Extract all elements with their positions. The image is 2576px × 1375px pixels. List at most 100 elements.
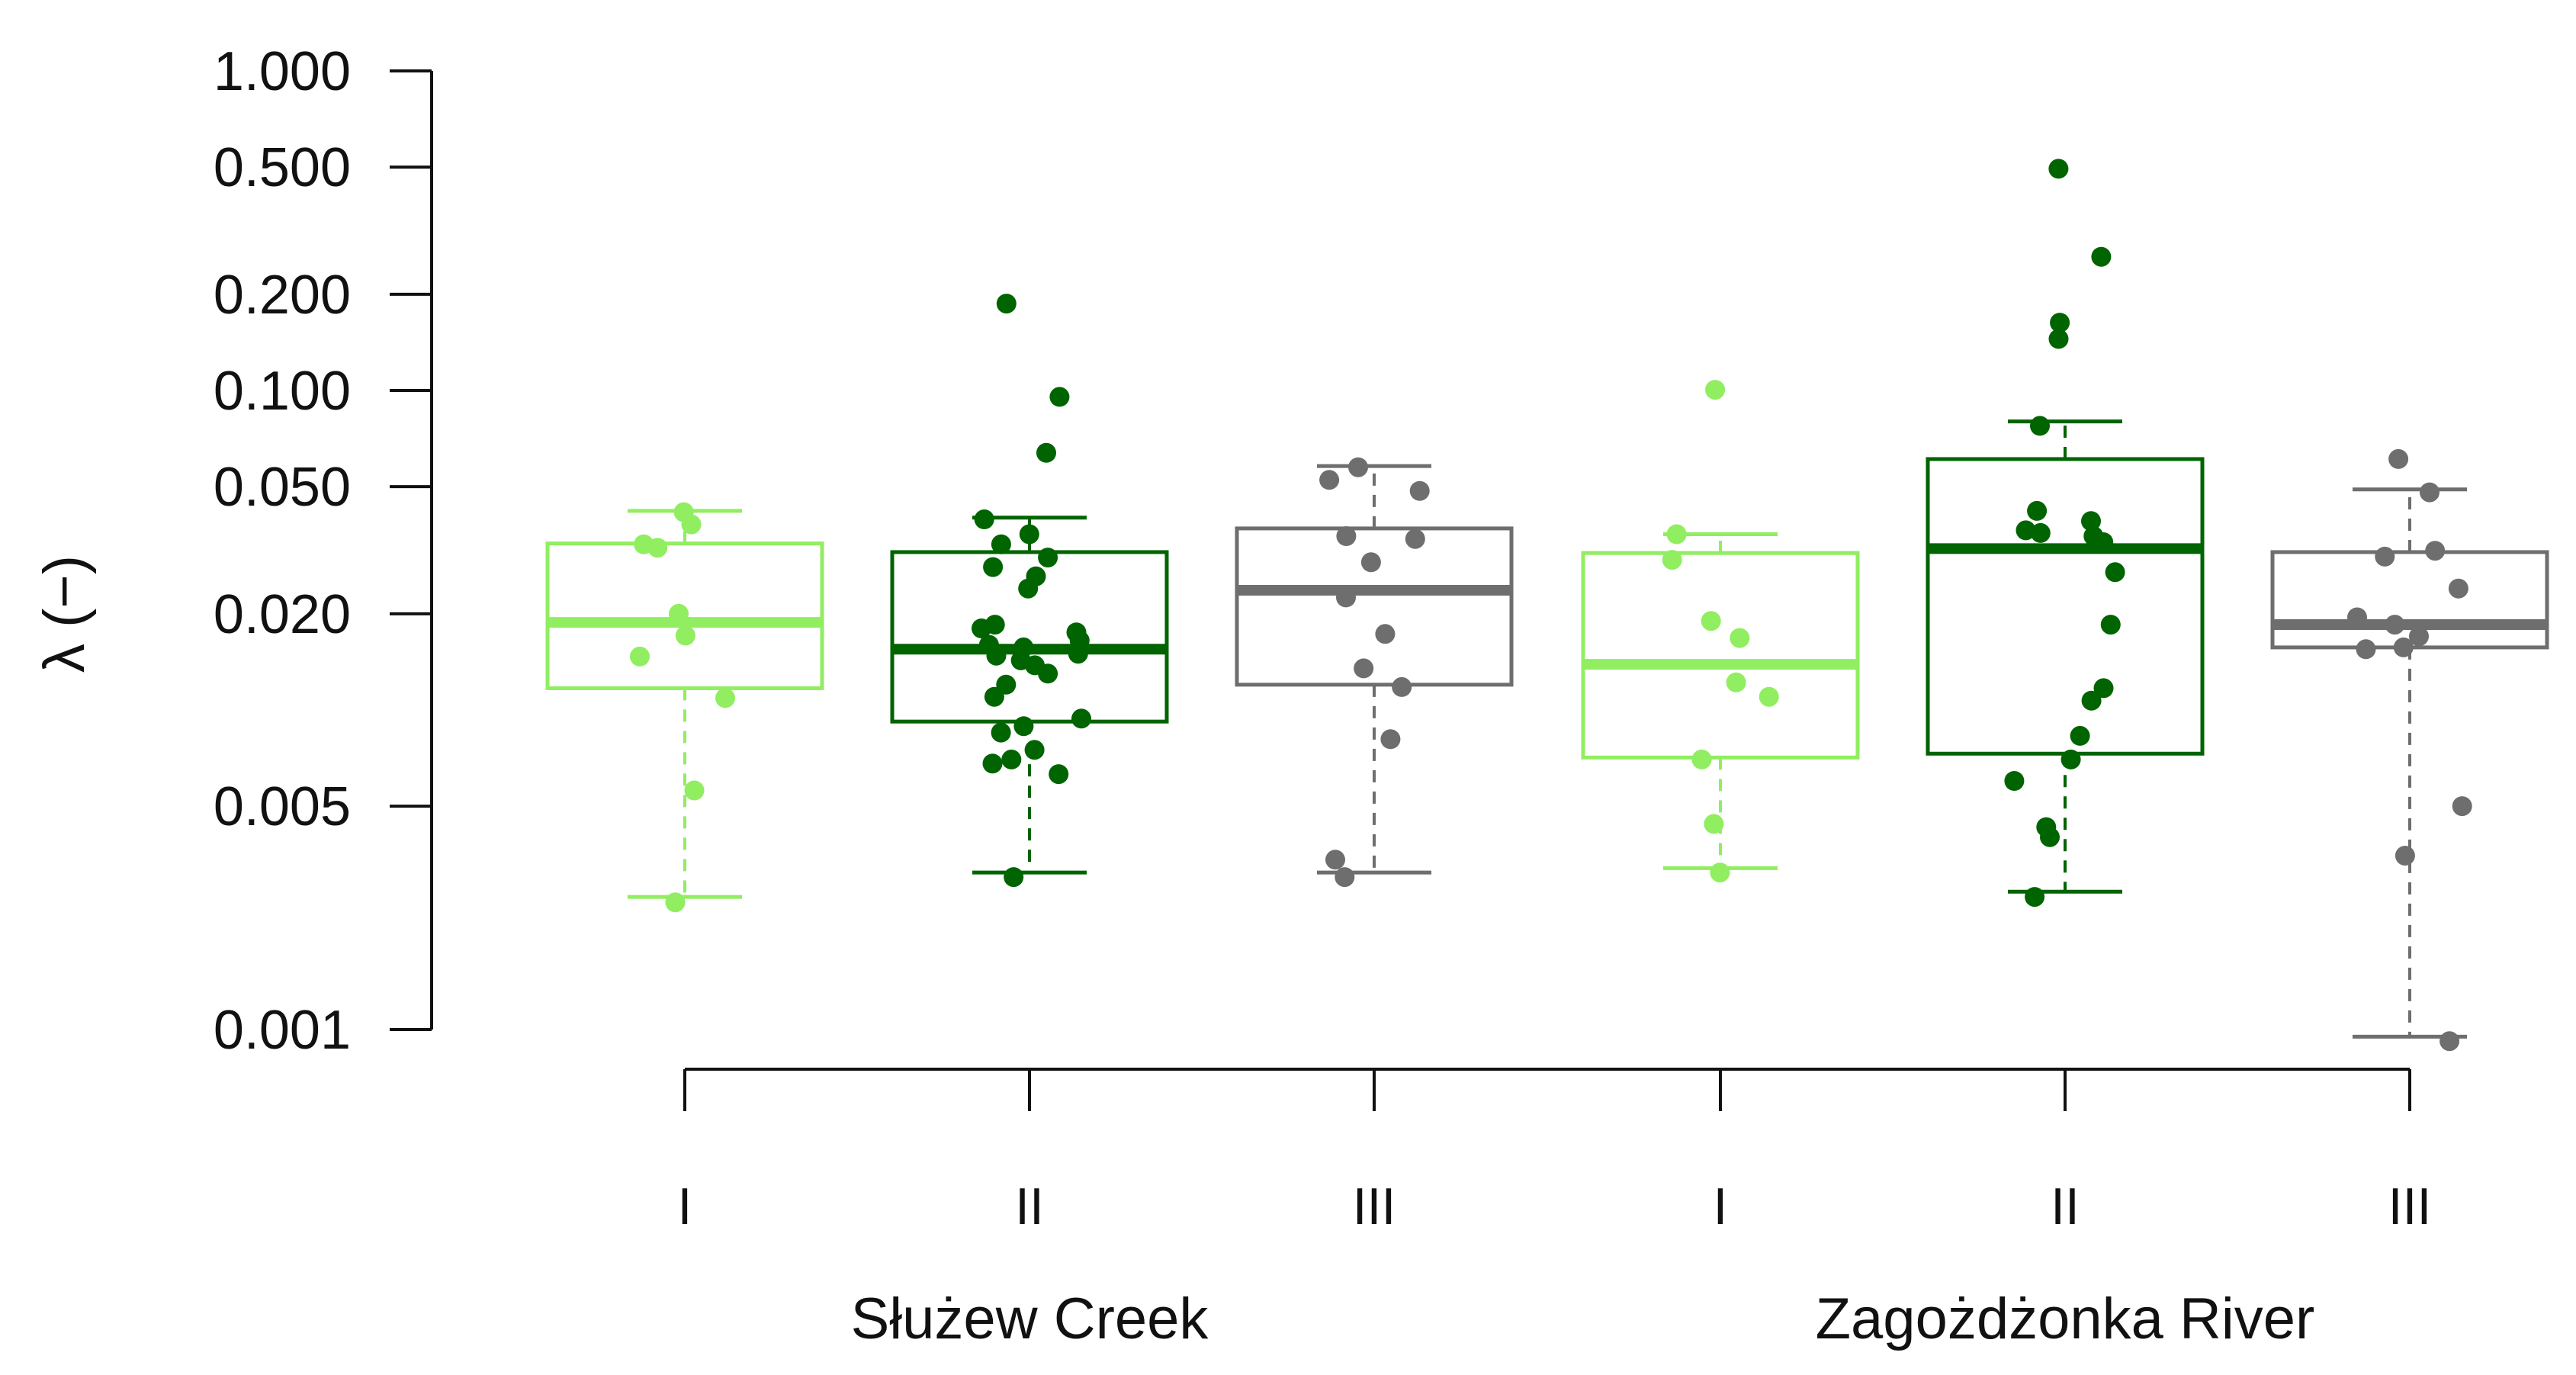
data-point <box>996 294 1017 314</box>
data-point <box>2060 749 2081 769</box>
data-point <box>984 686 1004 707</box>
data-point <box>2030 416 2050 436</box>
data-point <box>1325 850 1345 870</box>
data-point <box>2356 639 2376 660</box>
data-point <box>2040 827 2060 847</box>
data-point <box>715 688 735 708</box>
data-point <box>1019 524 1039 545</box>
data-point <box>1354 658 1374 679</box>
data-point <box>1375 624 1396 644</box>
data-point <box>2048 159 2069 179</box>
data-point <box>2004 771 2025 791</box>
data-point <box>1348 457 1368 477</box>
data-point <box>684 780 705 801</box>
data-point <box>1691 749 1712 769</box>
iqr-box <box>2270 550 2549 650</box>
data-point <box>2091 246 2112 267</box>
data-point <box>1662 550 1682 570</box>
data-point <box>2093 678 2114 699</box>
x-category-label: II <box>1015 1177 1044 1235</box>
data-point <box>2100 615 2121 635</box>
data-point <box>2420 482 2439 503</box>
y-tick-label: 0.001 <box>214 1000 351 1061</box>
data-point <box>1710 863 1730 883</box>
plot-area <box>545 159 2549 1052</box>
data-point <box>1705 380 1726 400</box>
x-category-label: II <box>2051 1177 2080 1235</box>
y-tick-label: 0.200 <box>214 265 351 326</box>
data-point <box>974 509 994 529</box>
data-point <box>2030 522 2051 543</box>
data-point <box>1336 587 1356 608</box>
iqr-box <box>1926 457 2205 756</box>
y-axis: 1.000 0.500 0.200 0.100 0.050 0.020 0.005 0.001 <box>214 41 433 1061</box>
data-point <box>991 722 1011 743</box>
data-point <box>991 534 1011 554</box>
data-point <box>2439 1031 2460 1052</box>
data-point <box>2050 313 2070 333</box>
data-point <box>2448 578 2468 599</box>
data-point <box>1701 611 1721 631</box>
y-tick-label: 0.020 <box>214 584 351 645</box>
data-point <box>1036 442 1056 463</box>
data-point <box>1001 749 1022 769</box>
data-point <box>2347 607 2367 628</box>
data-point <box>1018 578 1039 599</box>
data-point <box>2388 448 2409 469</box>
box-group <box>1926 159 2205 908</box>
box-group <box>1581 380 1860 883</box>
data-point <box>2452 796 2472 817</box>
data-point <box>2070 725 2090 746</box>
x-group-label: Służew Creek <box>851 1287 1209 1351</box>
data-point <box>2081 511 2101 532</box>
data-point <box>1759 686 1779 707</box>
data-point <box>1730 628 1750 648</box>
x-category-label: III <box>2388 1177 2432 1235</box>
data-point <box>1380 729 1401 750</box>
data-point <box>2105 562 2125 583</box>
x-category-label: I <box>678 1177 692 1235</box>
data-point <box>2016 520 2036 541</box>
y-tick-label: 0.500 <box>214 137 351 198</box>
iqr-box <box>1581 551 1860 760</box>
y-axis-label: λ (−) <box>32 555 97 673</box>
data-point <box>2425 541 2446 561</box>
data-point <box>1336 526 1357 546</box>
data-point <box>1405 528 1425 549</box>
data-point <box>1726 672 1746 692</box>
data-point <box>665 892 686 913</box>
data-point <box>986 645 1007 666</box>
data-point <box>1038 548 1058 568</box>
data-point <box>647 538 668 558</box>
data-point <box>1038 663 1058 684</box>
data-point <box>1319 470 1340 490</box>
x-category-label: I <box>1714 1177 1728 1235</box>
data-point <box>669 603 689 624</box>
data-point <box>1024 740 1045 760</box>
data-point <box>1049 387 1070 407</box>
data-point <box>2093 532 2114 552</box>
data-point <box>982 753 1003 774</box>
y-tick-label: 1.000 <box>214 41 351 102</box>
x-group-label: Zagożdżonka River <box>1816 1287 2315 1351</box>
data-point <box>972 618 991 638</box>
data-point <box>1013 716 1034 737</box>
y-tick-label: 0.005 <box>214 776 351 837</box>
data-point <box>983 557 1004 577</box>
data-point <box>2385 615 2405 635</box>
data-point <box>1666 524 1687 545</box>
data-point <box>1071 708 1091 729</box>
data-point <box>1409 480 1430 501</box>
y-tick-label: 0.050 <box>214 457 351 518</box>
data-point <box>2025 887 2045 908</box>
data-point <box>675 625 695 646</box>
box-group <box>2270 448 2549 1052</box>
y-tick-label: 0.100 <box>214 361 351 422</box>
data-point <box>630 646 650 667</box>
data-point <box>1068 644 1088 664</box>
data-point <box>2027 500 2048 521</box>
data-point <box>1335 867 1355 888</box>
